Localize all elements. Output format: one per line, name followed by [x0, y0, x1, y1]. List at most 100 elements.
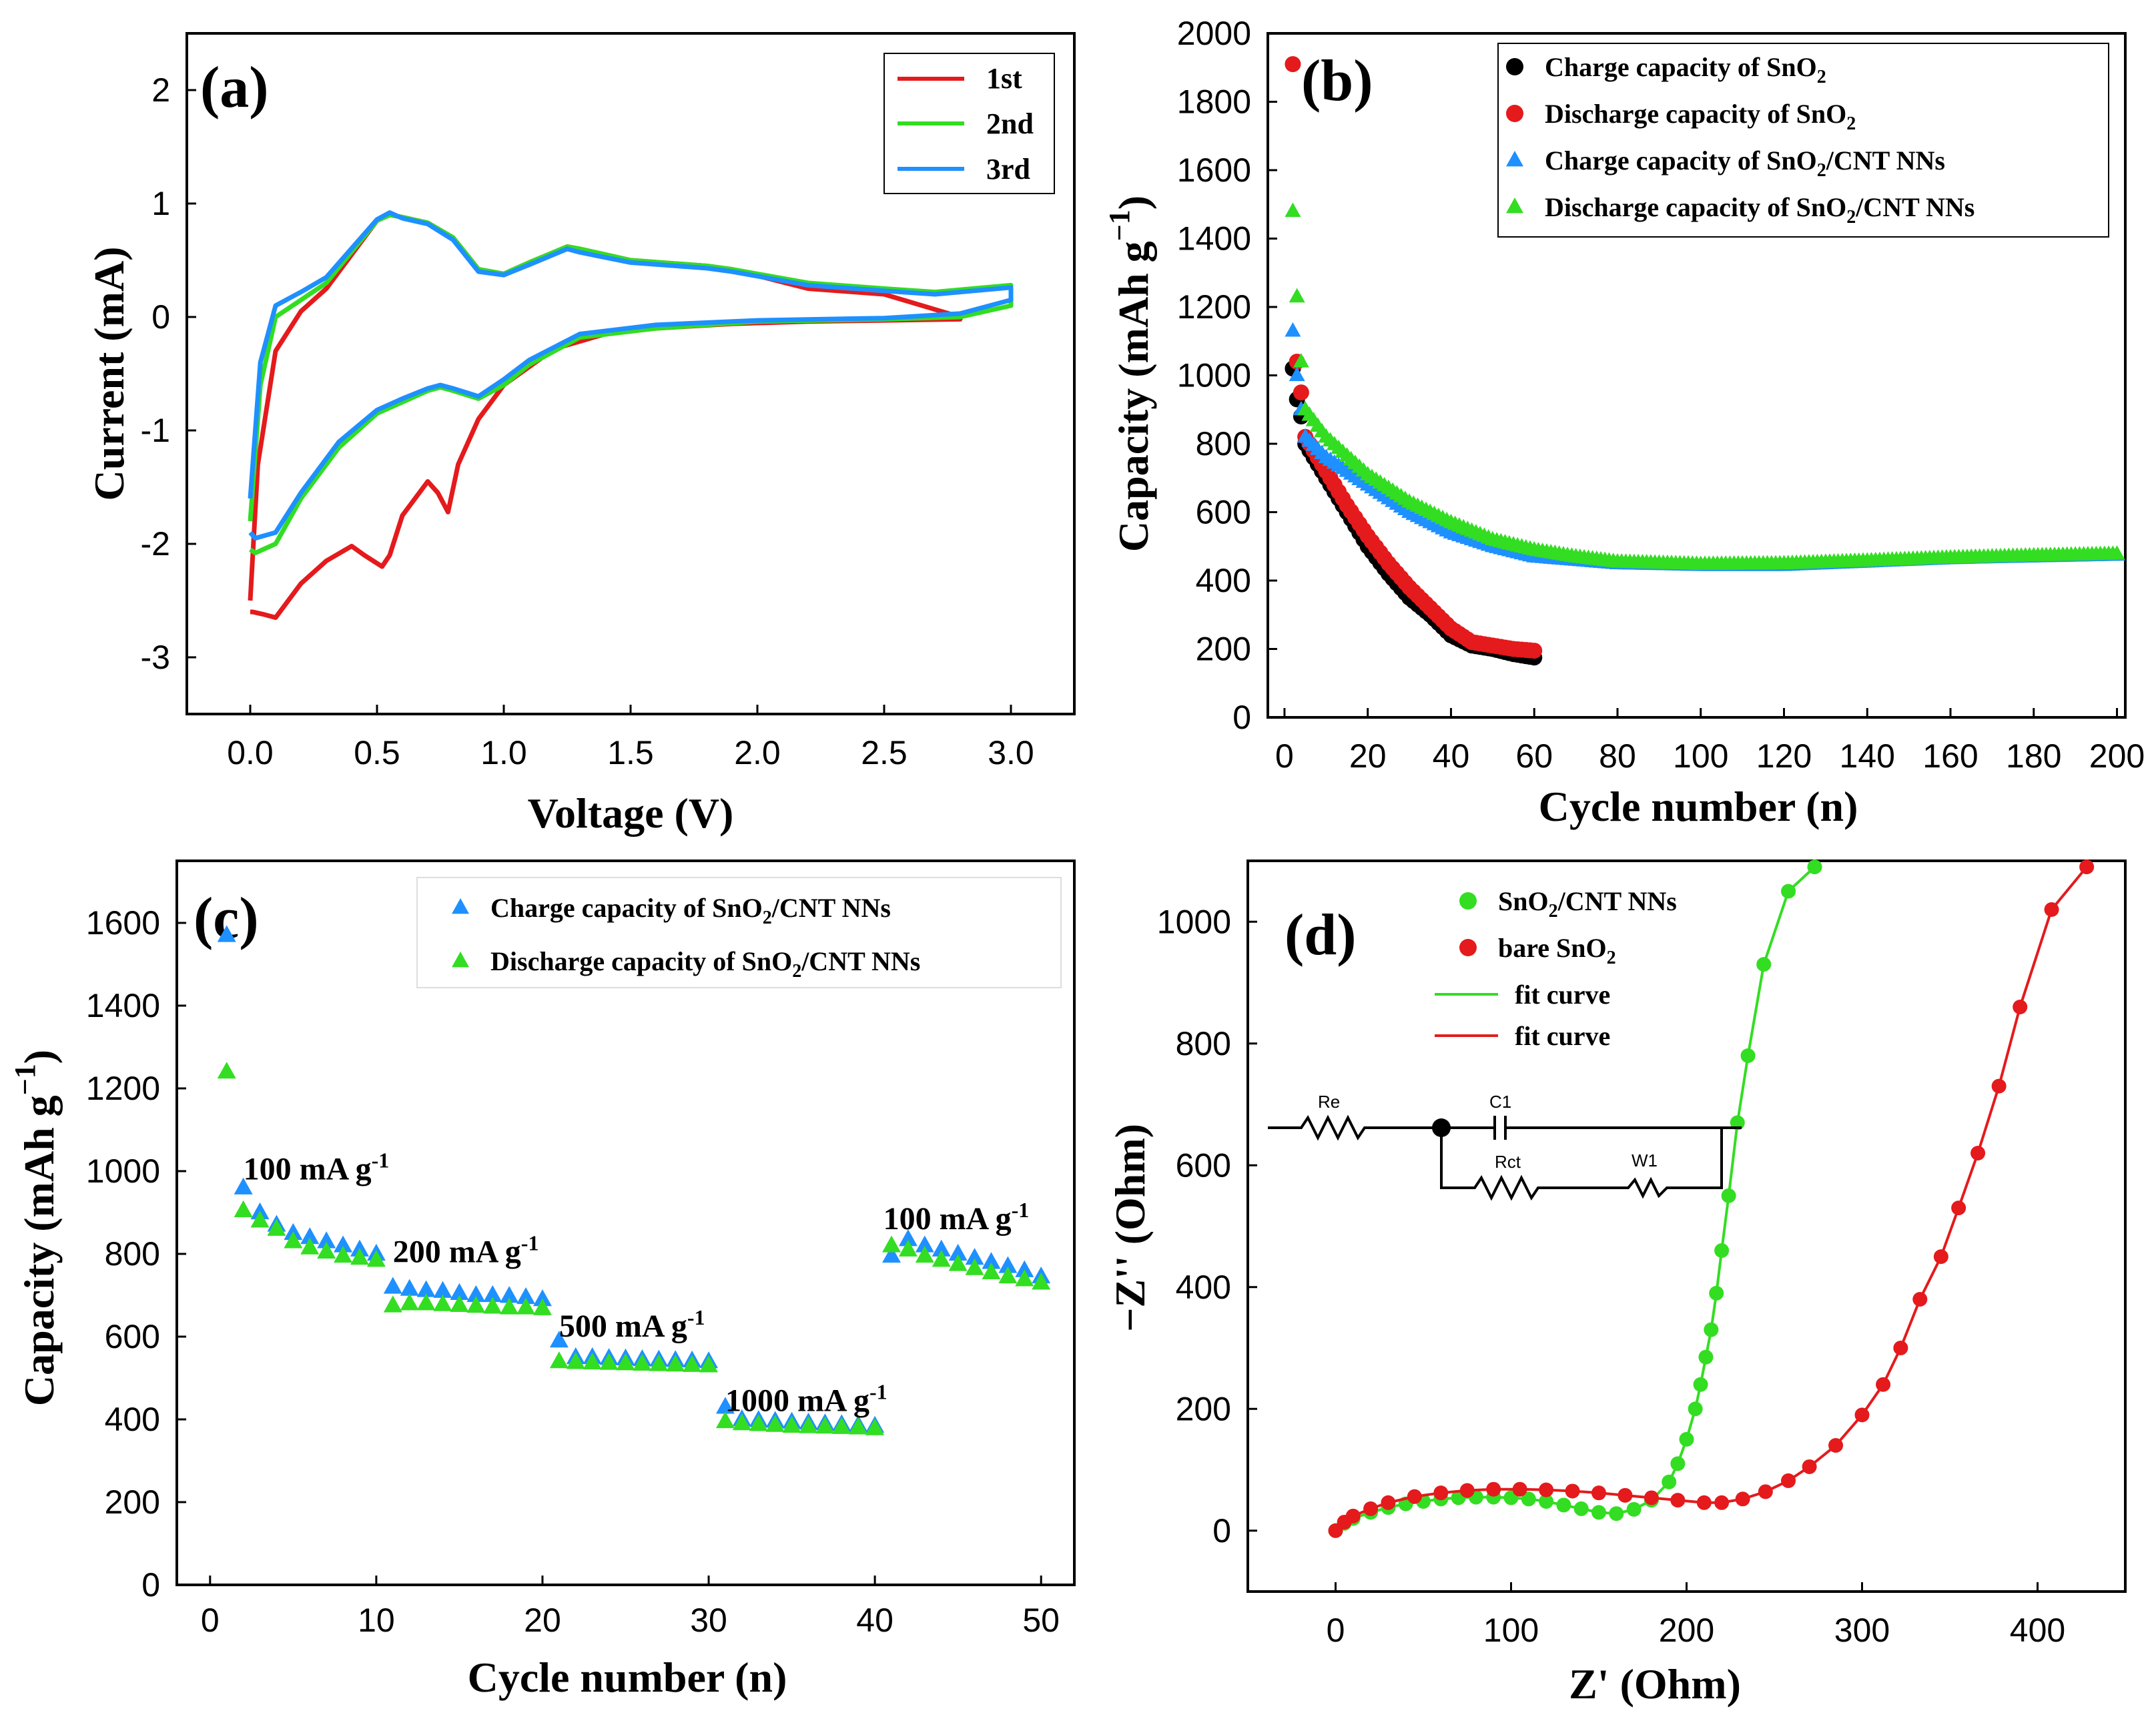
data-point	[1933, 1249, 1948, 1265]
x-tick-label: 1.0	[480, 734, 527, 771]
data-point	[1740, 1048, 1756, 1063]
data-point	[965, 1248, 984, 1265]
x-tick-label: 60	[1515, 737, 1553, 775]
legend-entry-0-label-sub: 2	[1549, 901, 1558, 922]
panel-d-xticks: 0 100 200 300 400	[1327, 1582, 2065, 1649]
data-point	[217, 925, 236, 942]
data-point	[433, 1294, 452, 1311]
panel-c-ylabel-main: Capacity (mAh g	[15, 1095, 63, 1406]
rate-annotation-sup: -1	[869, 1380, 887, 1404]
data-point	[383, 1277, 402, 1294]
x-tick-label: 80	[1599, 737, 1636, 775]
data-point	[2079, 860, 2095, 875]
data-point	[334, 1235, 353, 1253]
data-point	[948, 1254, 968, 1271]
series-line-3rd	[248, 210, 1014, 541]
rate-annotation: 100 mA g-1	[244, 1148, 390, 1186]
legend-entry-1-label-sub: 2	[1607, 948, 1616, 968]
data-point	[982, 1252, 1001, 1269]
data-point	[1285, 56, 1301, 73]
data-point	[317, 1231, 336, 1249]
panel-a-yticks: -3 -2 -1 0 1 2	[141, 71, 196, 676]
data-point	[532, 1289, 552, 1307]
data-point	[616, 1353, 635, 1371]
x-tick-label: 2.5	[861, 734, 908, 771]
legend-entry-0-label-suffix: /CNT NNs	[771, 893, 891, 923]
data-point	[666, 1355, 685, 1372]
y-tick-label: 1000	[1177, 357, 1251, 394]
panel-b-series	[1285, 56, 2125, 666]
y-tick-label: 200	[1196, 631, 1251, 668]
y-tick-label: 800	[1176, 1025, 1231, 1062]
circuit-wire-left	[1268, 1114, 1441, 1141]
x-tick-label: 30	[690, 1602, 727, 1639]
x-tick-label: 120	[1756, 737, 1812, 775]
circuit-label-re: Re	[1318, 1092, 1340, 1112]
x-tick-label: 200	[2089, 737, 2145, 775]
legend-entry-2-label-sub: 2	[1817, 160, 1826, 181]
legend-entry-0-label-main: Charge capacity of SnO	[490, 893, 763, 923]
panel-b-ylabel-close: )	[1110, 196, 1157, 210]
data-point	[1802, 1459, 1817, 1474]
y-tick-label: 600	[1196, 494, 1251, 531]
legend-entry-1-label-sub: 2	[1846, 113, 1856, 134]
data-point	[1512, 1481, 1527, 1497]
data-point	[250, 1211, 270, 1228]
data-point	[1015, 1260, 1034, 1277]
y-tick-label: -1	[141, 412, 170, 449]
y-tick-label: 1200	[86, 1070, 160, 1107]
data-point	[1912, 1292, 1928, 1307]
rate-annotation: 500 mA g-1	[559, 1305, 705, 1344]
y-tick-label: 400	[105, 1401, 160, 1438]
equivalent-circuit: Re C1 Rct W1	[1268, 1092, 1742, 1201]
series-1	[1328, 860, 2095, 1538]
data-point	[516, 1287, 536, 1305]
x-tick-label: 40	[856, 1602, 893, 1639]
legend-label-1st: 1st	[986, 62, 1022, 95]
panel-b-xlabel: Cycle number (n)	[1539, 783, 1858, 830]
data-point	[948, 1243, 968, 1261]
data-point	[1285, 322, 1301, 337]
data-point	[217, 1062, 236, 1079]
legend-entry-0-marker	[452, 898, 469, 914]
y-tick-label: 0	[141, 1566, 160, 1604]
data-point	[1758, 1484, 1773, 1499]
legend-entry-3-label-main: Discharge capacity of SnO	[1545, 192, 1846, 222]
data-point	[649, 1354, 669, 1371]
data-point	[1363, 1501, 1379, 1516]
legend-entry-1-label-sub: 2	[792, 961, 801, 982]
data-point	[1407, 1489, 1422, 1504]
y-tick-label: 2000	[1177, 15, 1251, 52]
data-point	[1696, 1495, 1712, 1510]
rate-annotation-sup: -1	[372, 1148, 390, 1172]
rate-annotation-main: 100 mA g	[244, 1151, 372, 1186]
legend-entry-0-label: Charge capacity of SnO2/CNT NNs	[490, 893, 891, 928]
x-tick-label: 100	[1483, 1612, 1539, 1649]
data-point	[1015, 1269, 1034, 1287]
panel-c-yticks: 0 200 400 600 800 1000 1200 1400 1600	[86, 904, 186, 1604]
data-point	[466, 1285, 486, 1303]
y-tick-label: 1800	[1177, 83, 1251, 121]
rate-annotation-sup: -1	[1012, 1198, 1030, 1222]
panel-d-xlabel: Z' (Ohm)	[1569, 1660, 1741, 1708]
y-tick-label: 400	[1196, 562, 1251, 599]
data-point	[549, 1331, 569, 1348]
data-point	[1991, 1078, 2007, 1094]
data-point	[234, 1177, 253, 1194]
data-point	[566, 1352, 585, 1369]
y-tick-label: 1600	[86, 904, 160, 942]
panel-c-series	[217, 925, 1051, 1435]
data-point	[882, 1235, 902, 1253]
panel-a-label: (a)	[200, 55, 269, 120]
data-point	[433, 1281, 452, 1298]
data-point	[1704, 1322, 1719, 1337]
circuit-label-c1: C1	[1489, 1092, 1511, 1112]
data-point	[284, 1231, 303, 1249]
data-point	[898, 1229, 918, 1247]
data-point	[1381, 1495, 1396, 1510]
x-tick-label: 160	[1922, 737, 1978, 775]
data-point	[982, 1262, 1001, 1279]
rate-annotation-sup: -1	[521, 1231, 539, 1255]
x-tick-label: 300	[1834, 1612, 1890, 1649]
legend-entry-0-label-main: SnO	[1498, 886, 1549, 916]
